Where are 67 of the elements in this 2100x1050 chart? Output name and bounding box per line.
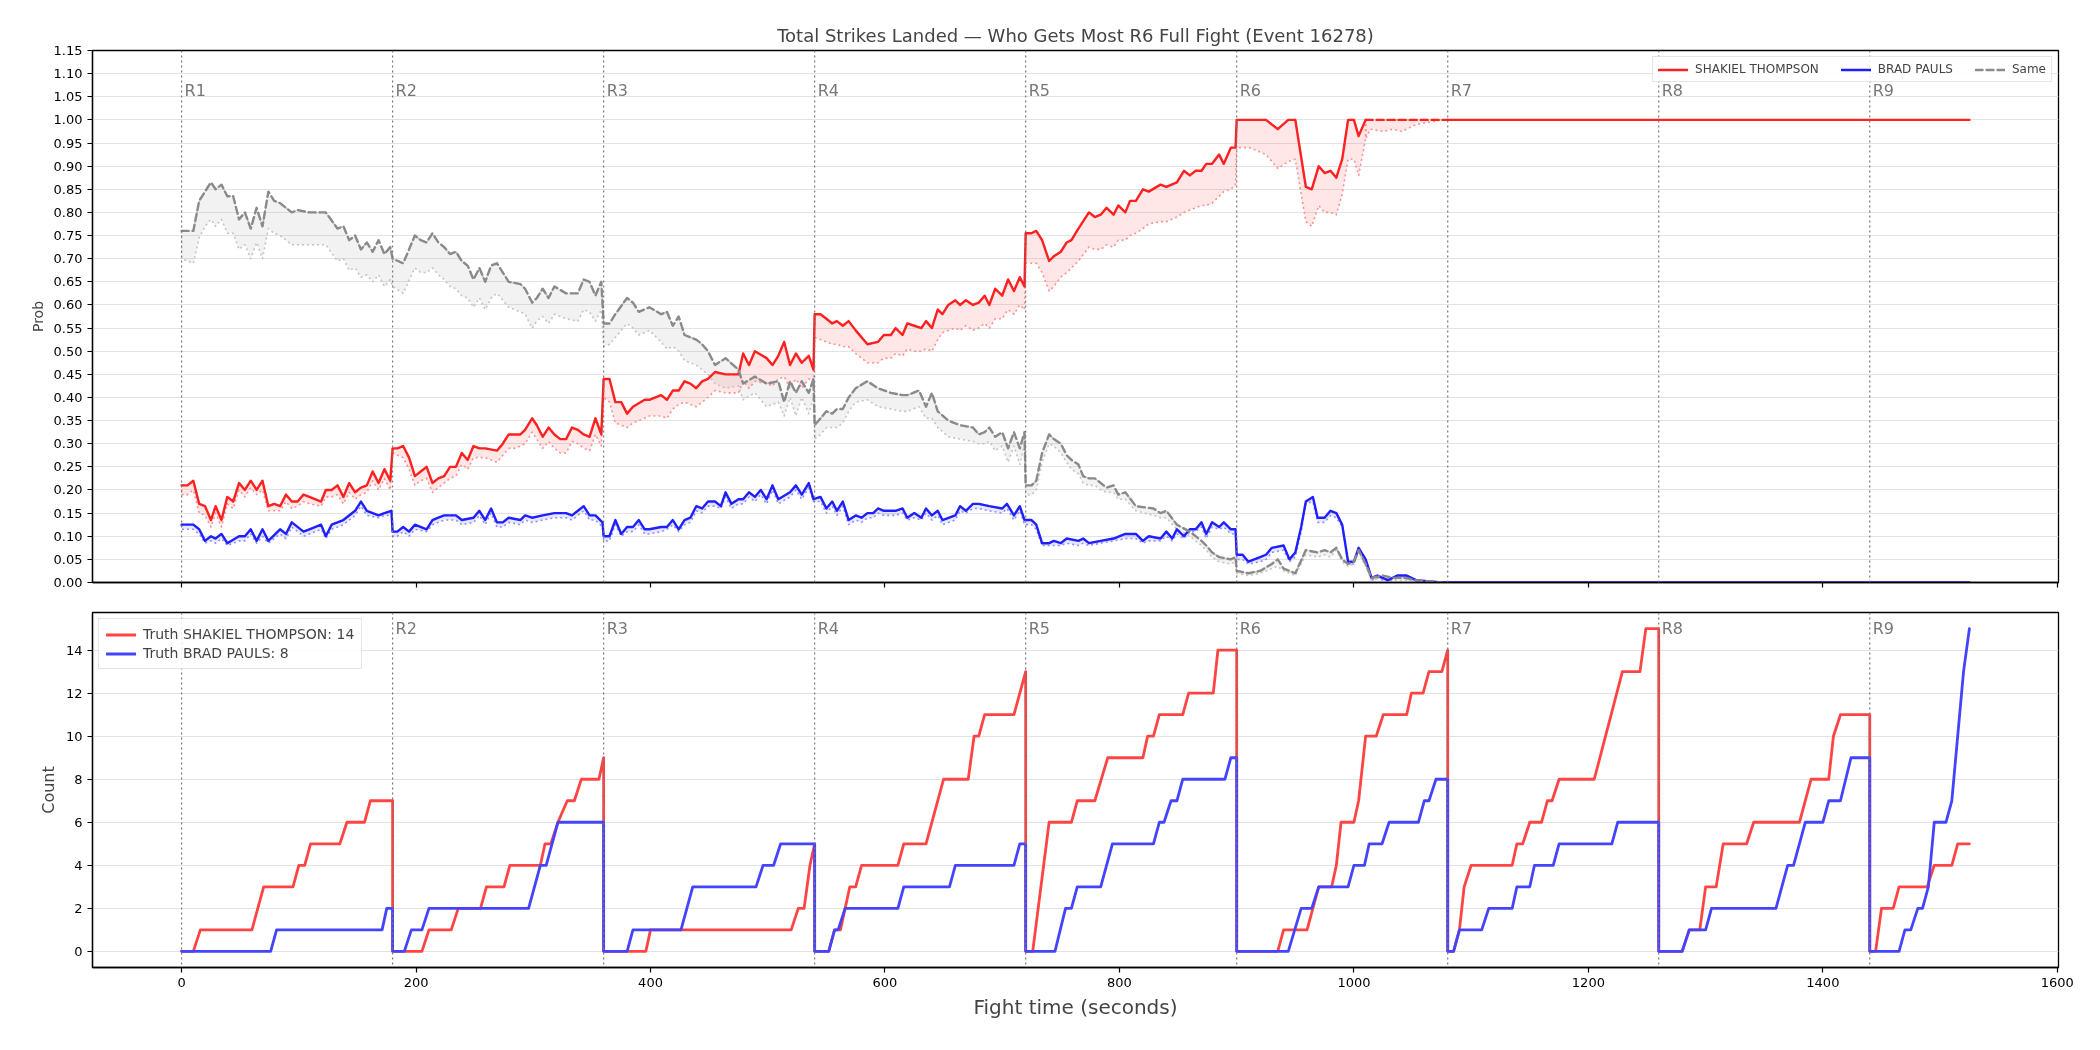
y-tick-label: 8 (74, 771, 83, 787)
y-tick-label: 0.60 (53, 297, 83, 313)
ref-line-label: R6 (1239, 80, 1261, 100)
legend-label: Truth BRAD PAULS: 8 (143, 645, 289, 661)
ref-line-label: R6 (1239, 618, 1261, 638)
y-tick-label: 10 (65, 728, 83, 744)
y-axis-title: Prob (29, 300, 46, 333)
ref-line-label: R7 (1450, 80, 1473, 100)
ref-line-label: R4 (817, 618, 839, 638)
legend-label: SHAKIEL THOMPSON (1695, 62, 1819, 76)
y-tick-label: 0 (74, 943, 83, 959)
y-tick-label: 0.70 (53, 251, 83, 267)
y-tick-label: 0.15 (53, 505, 83, 521)
ref-line-label: R2 (395, 80, 417, 100)
y-tick-label: 0.25 (53, 459, 83, 475)
y-tick-label: 2 (74, 900, 83, 916)
x-tick-label: 400 (638, 974, 663, 990)
y-tick-label: 0.40 (53, 389, 83, 405)
x-tick-label: 1000 (1337, 974, 1371, 990)
y-tick-label: 14 (65, 642, 83, 658)
y-tick-label: 12 (65, 685, 83, 701)
legend-label: Same (2011, 62, 2046, 76)
ref-line-label: R8 (1661, 618, 1684, 638)
x-tick-label: 800 (1107, 974, 1132, 990)
ref-line-label: R4 (817, 80, 839, 100)
y-tick-label: 1.05 (53, 89, 83, 105)
ref-line-label: R9 (1872, 80, 1895, 100)
x-tick-label: 1200 (1571, 974, 1605, 990)
y-tick-label: 0.75 (53, 228, 83, 244)
y-tick-label: 0.65 (53, 274, 83, 290)
y-tick-label: 0.05 (53, 551, 83, 567)
y-tick-label: 1.00 (53, 112, 83, 128)
y-tick-label: 1.15 (53, 43, 83, 58)
y-tick-label: 0.90 (53, 158, 83, 174)
ref-line-label: R5 (1028, 80, 1050, 100)
x-tick-label: 0 (177, 974, 186, 990)
y-tick-label: 0.50 (53, 343, 83, 359)
ref-line-label: R7 (1450, 618, 1473, 638)
ref-line-label: R2 (395, 618, 417, 638)
chart-title: Total Strikes Landed — Who Gets Most R6 Full Fight (Event 16278) (776, 24, 1374, 46)
y-tick-label: 6 (74, 814, 83, 830)
y-tick-label: 0.55 (53, 320, 83, 336)
y-tick-label: 0.80 (53, 204, 83, 220)
x-tick-label: 600 (872, 974, 898, 990)
ref-line-label: R3 (606, 80, 628, 100)
ref-line-label: R1 (184, 80, 206, 100)
y-tick-label: 0.30 (53, 436, 83, 452)
x-tick-label: 200 (403, 974, 429, 990)
y-tick-label: 0.35 (53, 413, 83, 429)
y-tick-label: 0.10 (53, 528, 83, 544)
y-tick-label: 0.45 (53, 366, 83, 382)
y-tick-label: 1.10 (53, 66, 83, 82)
x-tick-label: 1400 (1806, 974, 1840, 990)
legend-label: BRAD PAULS (1877, 62, 1953, 76)
x-tick-label: 1600 (2040, 974, 2074, 990)
y-tick-label: 4 (74, 857, 83, 873)
ref-line-label: R8 (1661, 80, 1684, 100)
y-tick-label: 0.20 (53, 482, 83, 498)
y-tick-label: 0.00 (53, 575, 83, 590)
y-axis-title: Count (38, 766, 58, 814)
y-tick-label: 0.95 (53, 135, 83, 151)
x-axis-title: Fight time (seconds) (973, 994, 1178, 1019)
legend-label: Truth SHAKIEL THOMPSON: 14 (143, 626, 355, 642)
y-tick-label: 0.85 (53, 181, 83, 197)
ref-line-label: R5 (1028, 618, 1050, 638)
ref-line-label: R9 (1872, 618, 1895, 638)
ref-line-label: R3 (606, 618, 628, 638)
